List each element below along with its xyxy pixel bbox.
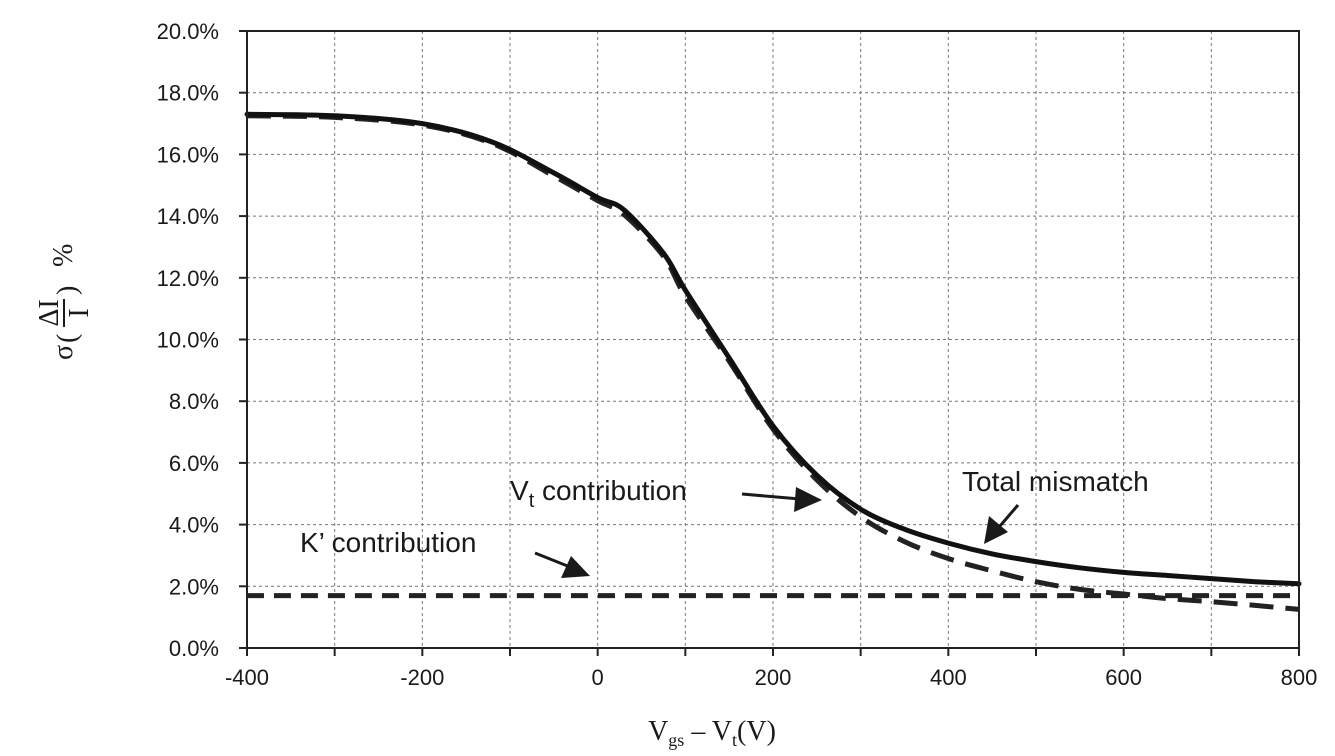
vt-contribution-label: Vt contribution [510,475,687,512]
x-tick-label: 0 [592,665,604,690]
y-axis-numerator: ΔI [34,299,65,326]
y-axis-open-paren: ( [52,334,83,343]
x-tick-label: 200 [755,665,792,690]
y-tick-label: 6.0% [169,451,219,476]
grid-lines [247,31,1299,648]
x-tick-label: 400 [930,665,967,690]
y-axis-unit: % [48,244,79,267]
kprime-contribution-arrow [534,551,590,578]
y-tick-label: 18.0% [157,81,219,106]
x-tick-label: -400 [225,665,269,690]
x-tick-label: -200 [400,665,444,690]
y-tick-label: 8.0% [169,389,219,414]
y-tick-label: 16.0% [157,142,219,167]
y-tick-label: 12.0% [157,266,219,291]
kprime-contribution-label: K’ contribution [300,527,476,558]
y-tick-label: 14.0% [157,204,219,229]
y-tick-label: 10.0% [157,328,219,353]
y-axis-title: σ ( ΔI I ) % [34,244,95,360]
x-axis-title: Vgs – Vt(V) [648,716,776,750]
y-tick-label: 4.0% [169,513,219,538]
series-total-mismatch [244,111,1302,587]
y-axis-sigma: σ [48,345,79,360]
x-tick-label: 800 [1281,665,1318,690]
vt-contribution-arrow [741,487,822,512]
x-tick-label: 600 [1105,665,1142,690]
y-tick-label: 2.0% [169,574,219,599]
x-tick-labels: -400 -200 0 200 400 600 800 [225,665,1317,690]
y-tick-label: 20.0% [157,19,219,44]
total-mismatch-label: Total mismatch [962,466,1149,497]
axis-ticks [239,30,1300,656]
y-tick-label: 0.0% [169,636,219,661]
y-axis-close-paren: ) [52,286,83,295]
y-tick-labels: 0.0% 2.0% 4.0% 6.0% 8.0% 10.0% 12.0% 14.0% 16.0%… [157,19,219,661]
total-mismatch-arrow [984,504,1020,544]
y-axis-denominator: I [64,308,95,317]
series-layer [244,111,1302,612]
